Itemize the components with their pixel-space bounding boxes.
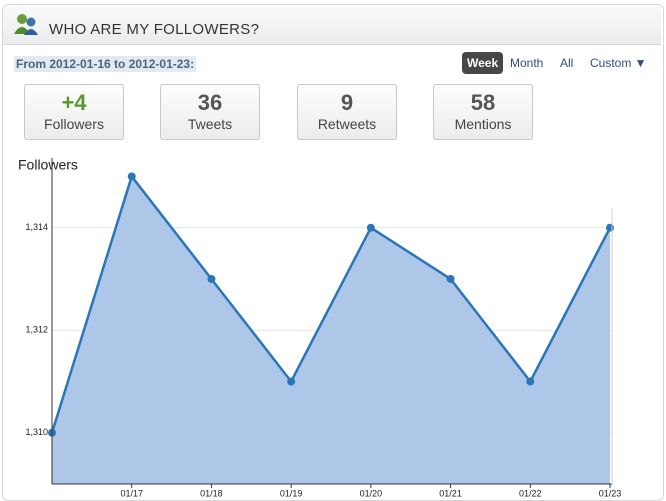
y-tick-label: 1,312 xyxy=(25,325,48,335)
panel-title: WHO ARE MY FOLLOWERS? xyxy=(49,21,260,38)
range-button[interactable]: Custom ▼ xyxy=(590,56,647,70)
y-tick-label: 1,310 xyxy=(25,427,48,437)
point xyxy=(287,377,296,386)
point xyxy=(446,274,455,283)
stat-value: 9 xyxy=(340,90,354,115)
stat-value: 58 xyxy=(470,90,496,115)
panel-header: WHO ARE MY FOLLOWERS? xyxy=(3,5,661,45)
date-range: From 2012-01-16 to 2012-01-23: xyxy=(14,56,197,72)
stat-value: +4 xyxy=(61,90,87,115)
stat-value: 36 xyxy=(197,90,223,115)
followers-icon xyxy=(14,14,38,35)
point xyxy=(127,172,136,181)
x-tick-label: 01/23 xyxy=(599,488,622,498)
stat-box[interactable]: 36 Tweets xyxy=(160,84,260,140)
point xyxy=(207,274,216,283)
x-tick-label: 01/18 xyxy=(200,488,223,498)
stat-box[interactable]: 9 Retweets xyxy=(297,84,397,140)
stat-box[interactable]: 58 Mentions xyxy=(433,84,533,140)
y-tick-label: 1,314 xyxy=(25,222,48,232)
stat-label: Retweets xyxy=(317,116,377,132)
range-button[interactable]: Month xyxy=(510,56,544,70)
point xyxy=(526,377,535,386)
point xyxy=(366,223,375,232)
stat-label: Mentions xyxy=(454,116,512,132)
x-tick-label: 01/21 xyxy=(439,488,462,498)
area-fill xyxy=(52,176,610,485)
stat-label: Tweets xyxy=(187,116,233,132)
stat-label: Followers xyxy=(44,116,104,132)
x-tick-label: 01/19 xyxy=(280,488,303,498)
range-button[interactable]: Week xyxy=(462,52,504,74)
x-tick-label: 01/20 xyxy=(360,488,383,498)
point xyxy=(606,223,614,232)
range-button[interactable]: All xyxy=(560,56,574,70)
y-axis-label: Followers xyxy=(18,157,78,173)
stat-box[interactable]: +4 Followers xyxy=(24,84,124,140)
line xyxy=(50,175,612,434)
x-tick-label: 01/22 xyxy=(519,488,542,498)
x-tick-label: 01/17 xyxy=(120,488,143,498)
